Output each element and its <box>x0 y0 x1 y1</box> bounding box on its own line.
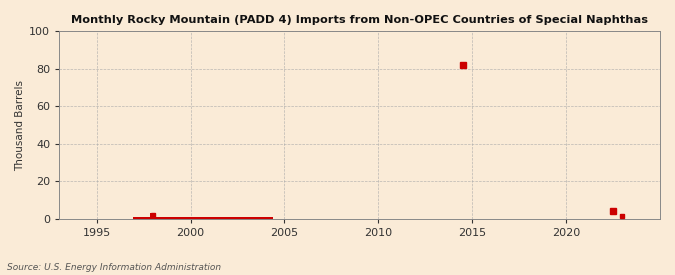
Y-axis label: Thousand Barrels: Thousand Barrels <box>15 80 25 171</box>
Title: Monthly Rocky Mountain (PADD 4) Imports from Non-OPEC Countries of Special Napht: Monthly Rocky Mountain (PADD 4) Imports … <box>71 15 648 25</box>
Text: Source: U.S. Energy Information Administration: Source: U.S. Energy Information Administ… <box>7 263 221 272</box>
